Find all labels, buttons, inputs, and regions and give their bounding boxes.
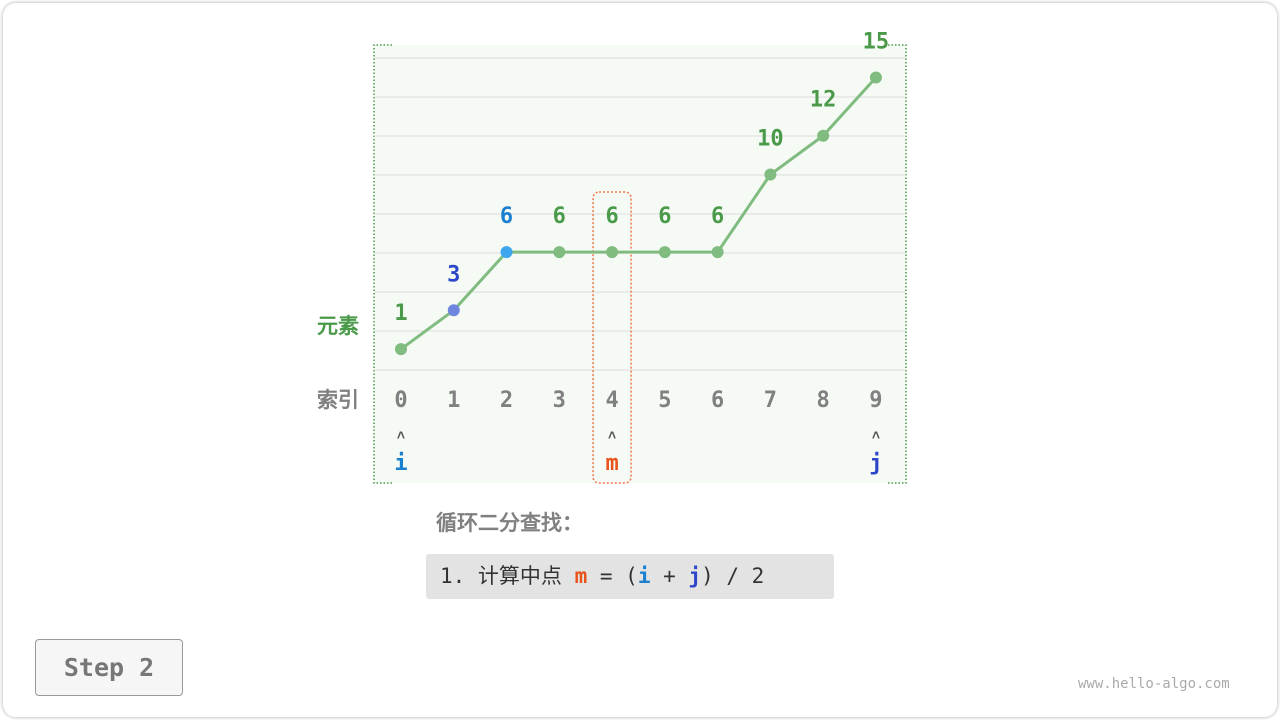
- data-point: [500, 246, 513, 259]
- value-label: 6: [553, 204, 566, 229]
- value-label: 6: [658, 204, 671, 229]
- value-line: [400, 76, 878, 351]
- data-point: [606, 246, 619, 259]
- index-label: 4: [605, 388, 618, 413]
- index-label: 0: [394, 388, 407, 413]
- index-label: 6: [711, 388, 724, 413]
- index-label: 3: [553, 388, 566, 413]
- value-label: 10: [757, 127, 784, 152]
- mid-highlight-box: [592, 191, 632, 484]
- code-plus: +: [650, 564, 689, 588]
- code-eq: = (: [587, 564, 638, 588]
- value-label: 6: [605, 204, 618, 229]
- index-label: 5: [658, 388, 671, 413]
- code-i: i: [637, 564, 651, 588]
- data-point: [395, 343, 407, 356]
- value-label: 15: [863, 30, 890, 55]
- data-point: [817, 129, 830, 142]
- row-label-index: 索引: [317, 388, 359, 412]
- index-label: 8: [817, 388, 830, 413]
- code-suffix: ) / 2: [701, 564, 765, 588]
- code-prefix: 1. 计算中点: [440, 564, 575, 588]
- caption: 循环二分查找：: [436, 511, 583, 535]
- value-label: 1: [394, 301, 407, 326]
- row-label-elements: 元素: [317, 314, 359, 338]
- index-label: 9: [869, 388, 882, 413]
- data-point: [447, 304, 460, 317]
- data-point: [764, 168, 777, 181]
- step-button[interactable]: Step 2: [35, 639, 183, 696]
- index-label: 7: [764, 388, 777, 413]
- pointer-arrow-icon: ˄: [872, 428, 880, 444]
- code-j: j: [688, 564, 702, 588]
- data-point: [869, 71, 882, 84]
- data-point: [553, 246, 566, 259]
- pointer-m: m: [605, 451, 618, 476]
- value-label: 12: [810, 88, 837, 113]
- value-label: 6: [711, 204, 724, 229]
- code-m: m: [574, 564, 588, 588]
- data-point: [658, 246, 671, 259]
- panel: [374, 45, 906, 483]
- pointer-arrow-icon: ˄: [608, 428, 616, 444]
- index-label: 1: [447, 388, 460, 413]
- pointer-arrow-icon: ˄: [397, 428, 405, 444]
- watermark: www.hello-algo.com: [1078, 676, 1230, 692]
- index-label: 2: [500, 388, 513, 413]
- value-label: 3: [447, 262, 460, 287]
- code-step: 1. 计算中点 m = (i + j) / 2: [426, 554, 834, 599]
- data-point: [711, 246, 724, 259]
- value-label: 6: [500, 204, 513, 229]
- pointer-j: j: [869, 451, 882, 476]
- pointer-i: i: [394, 451, 407, 476]
